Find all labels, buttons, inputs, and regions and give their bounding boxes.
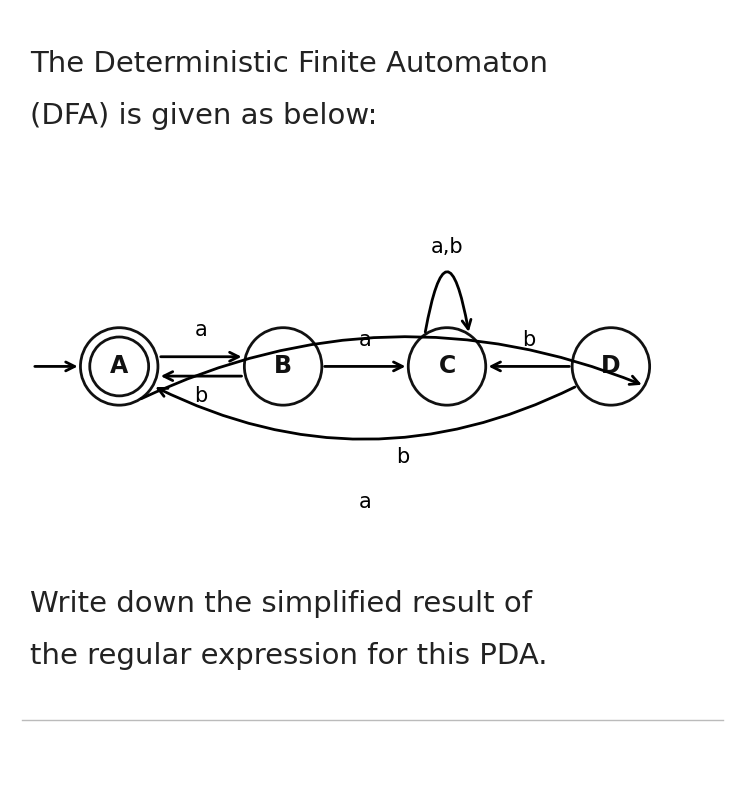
Text: The Deterministic Finite Automaton: The Deterministic Finite Automaton (30, 49, 548, 78)
Circle shape (408, 327, 486, 405)
Text: B: B (274, 354, 292, 378)
Text: a: a (358, 330, 372, 350)
Text: D: D (601, 354, 621, 378)
Text: C: C (438, 354, 456, 378)
Text: b: b (194, 386, 208, 406)
Circle shape (572, 327, 650, 405)
Text: a: a (194, 320, 208, 341)
Text: b: b (396, 447, 409, 467)
Text: Write down the simplified result of: Write down the simplified result of (30, 590, 532, 618)
Text: b: b (522, 330, 536, 350)
Text: the regular expression for this PDA.: the regular expression for this PDA. (30, 642, 548, 670)
Text: a: a (358, 492, 372, 512)
Text: A: A (110, 354, 128, 378)
Circle shape (244, 327, 322, 405)
Text: a,b: a,b (431, 237, 463, 257)
Text: (DFA) is given as below:: (DFA) is given as below: (30, 102, 377, 130)
Circle shape (80, 327, 158, 405)
